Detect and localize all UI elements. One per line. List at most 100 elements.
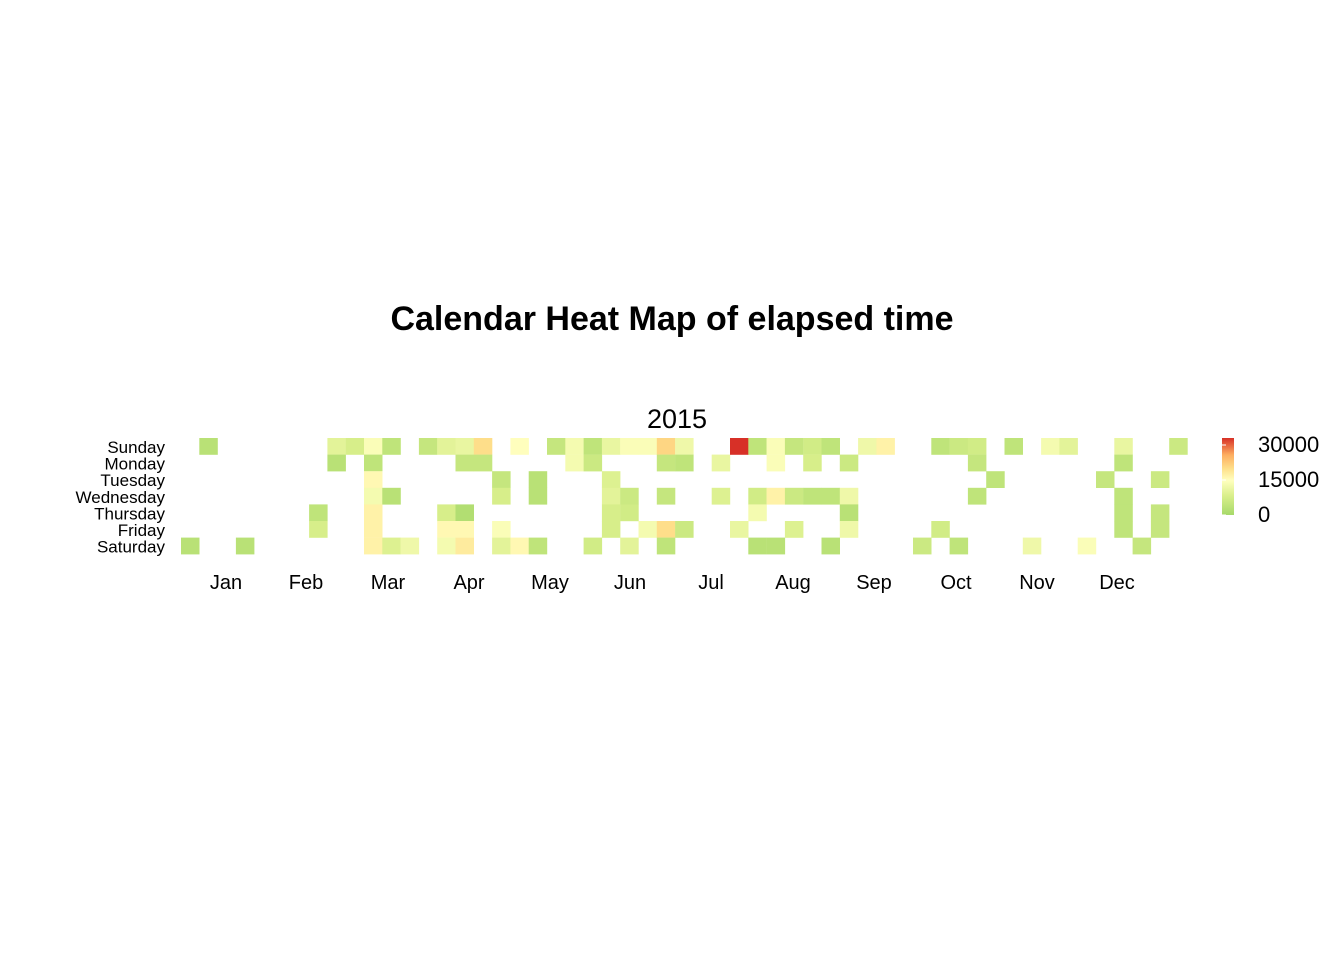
heatmap-cell: [418, 438, 438, 455]
heatmap-cell: [620, 504, 639, 522]
heatmap-cell: [711, 487, 731, 505]
heatmap-cell: [656, 438, 676, 455]
heatmap-cell: [730, 521, 749, 538]
heatmap-cell: [364, 471, 383, 488]
heatmap-cell: [601, 471, 621, 488]
heatmap-cell: [601, 487, 621, 505]
heatmap-cell: [638, 438, 657, 455]
heatmap-cell: [748, 504, 767, 522]
heatmap-cell: [583, 537, 603, 555]
heatmap-cell: [492, 471, 511, 488]
heatmap-cell: [784, 438, 804, 455]
heatmap-cell: [455, 521, 474, 538]
heatmap-cell: [839, 504, 859, 522]
heatmap-cell: [931, 521, 950, 538]
heatmap-cell: [583, 454, 603, 472]
heatmap-cell: [1169, 438, 1188, 455]
heatmap-cell: [876, 438, 895, 455]
heatmap-cell: [638, 521, 657, 538]
heatmap-cell: [309, 504, 328, 522]
heatmap-cell: [821, 487, 840, 505]
month-labels: Jan Feb Mar Apr May Jun Jul Aug Sep Oct Nov Dec: [210, 572, 1135, 594]
heatmap-cell: [547, 438, 566, 455]
heatmap-cell: [839, 487, 859, 505]
heatmap-cell: [620, 487, 639, 505]
heatmap-cell: [601, 521, 621, 538]
heatmap-cell: [656, 537, 676, 555]
day-label: Sunday: [107, 438, 165, 457]
heatmap-cell: [528, 487, 548, 505]
heatmap-cell: [1150, 521, 1170, 538]
heatmap-cell: [1114, 438, 1133, 455]
heatmap-cell: [656, 521, 676, 538]
heatmap-cell: [199, 438, 218, 455]
heatmap-cell: [949, 438, 969, 455]
heatmap-cell: [364, 537, 383, 555]
heatmap-cell: [400, 537, 420, 555]
day-label: Tuesday: [100, 471, 165, 490]
heatmap-cell: [473, 454, 493, 472]
heatmap-cell: [1114, 487, 1133, 505]
heatmap-cell: [473, 438, 493, 455]
heatmap-cell: [492, 487, 511, 505]
heatmap-cell: [1114, 454, 1133, 472]
heatmap-cell: [309, 521, 328, 538]
heatmap-cell: [528, 471, 548, 488]
heatmap-cells: [181, 438, 1188, 555]
day-label: Thursday: [94, 504, 165, 523]
heatmap-cell: [967, 487, 987, 505]
heatmap-cell: [803, 454, 822, 472]
day-label: Saturday: [97, 538, 166, 557]
chart-title: Calendar Heat Map of elapsed time: [390, 300, 954, 338]
legend-tick-label: 0: [1258, 502, 1270, 527]
heatmap-cell: [656, 487, 676, 505]
heatmap-cell: [1059, 438, 1078, 455]
day-label: Friday: [118, 521, 166, 540]
month-label: Jul: [698, 572, 724, 594]
heatmap-cell: [784, 487, 804, 505]
heatmap-cell: [675, 438, 694, 455]
heatmap-cell: [766, 487, 786, 505]
heatmap-cell: [839, 454, 859, 472]
heatmap-cell: [235, 537, 255, 555]
month-label: May: [531, 572, 569, 594]
heatmap-cell: [784, 521, 804, 538]
heatmap-cell: [437, 438, 456, 455]
heatmap-cell: [1041, 438, 1060, 455]
heatmap-cell: [437, 504, 456, 522]
year-label: 2015: [647, 404, 707, 434]
heatmap-cell: [437, 521, 456, 538]
heatmap-cell: [675, 521, 694, 538]
heatmap-cell: [565, 454, 584, 472]
heatmap-cell: [913, 537, 932, 555]
heatmap-cell: [766, 454, 786, 472]
month-label: Aug: [775, 572, 811, 594]
heatmap-cell: [803, 438, 822, 455]
month-label: Dec: [1099, 572, 1135, 594]
heatmap-cell: [455, 504, 474, 522]
heatmap-cell: [437, 537, 456, 555]
heatmap-cell: [656, 454, 676, 472]
heatmap-cell: [821, 438, 840, 455]
heatmap-cell: [675, 454, 694, 472]
heatmap-cell: [620, 537, 639, 555]
heatmap-cell: [601, 438, 621, 455]
month-label: Feb: [289, 572, 323, 594]
heatmap-cell: [1114, 521, 1133, 538]
day-label: Monday: [105, 455, 166, 474]
month-label: Mar: [371, 572, 406, 594]
heatmap-cell: [528, 537, 548, 555]
heatmap-cell: [364, 487, 383, 505]
day-label: Wednesday: [76, 488, 166, 507]
month-label: Jun: [614, 572, 646, 594]
heatmap-cell: [364, 504, 383, 522]
heatmap-cell: [327, 438, 346, 455]
legend-tick-label: 15000: [1258, 467, 1319, 492]
heatmap-cell: [748, 537, 767, 555]
heatmap-cell: [839, 521, 859, 538]
heatmap-cell: [1096, 471, 1115, 488]
heatmap-cell: [455, 438, 474, 455]
month-label: Oct: [940, 572, 972, 594]
heatmap-cell: [364, 438, 383, 455]
month-label: Apr: [453, 572, 484, 594]
